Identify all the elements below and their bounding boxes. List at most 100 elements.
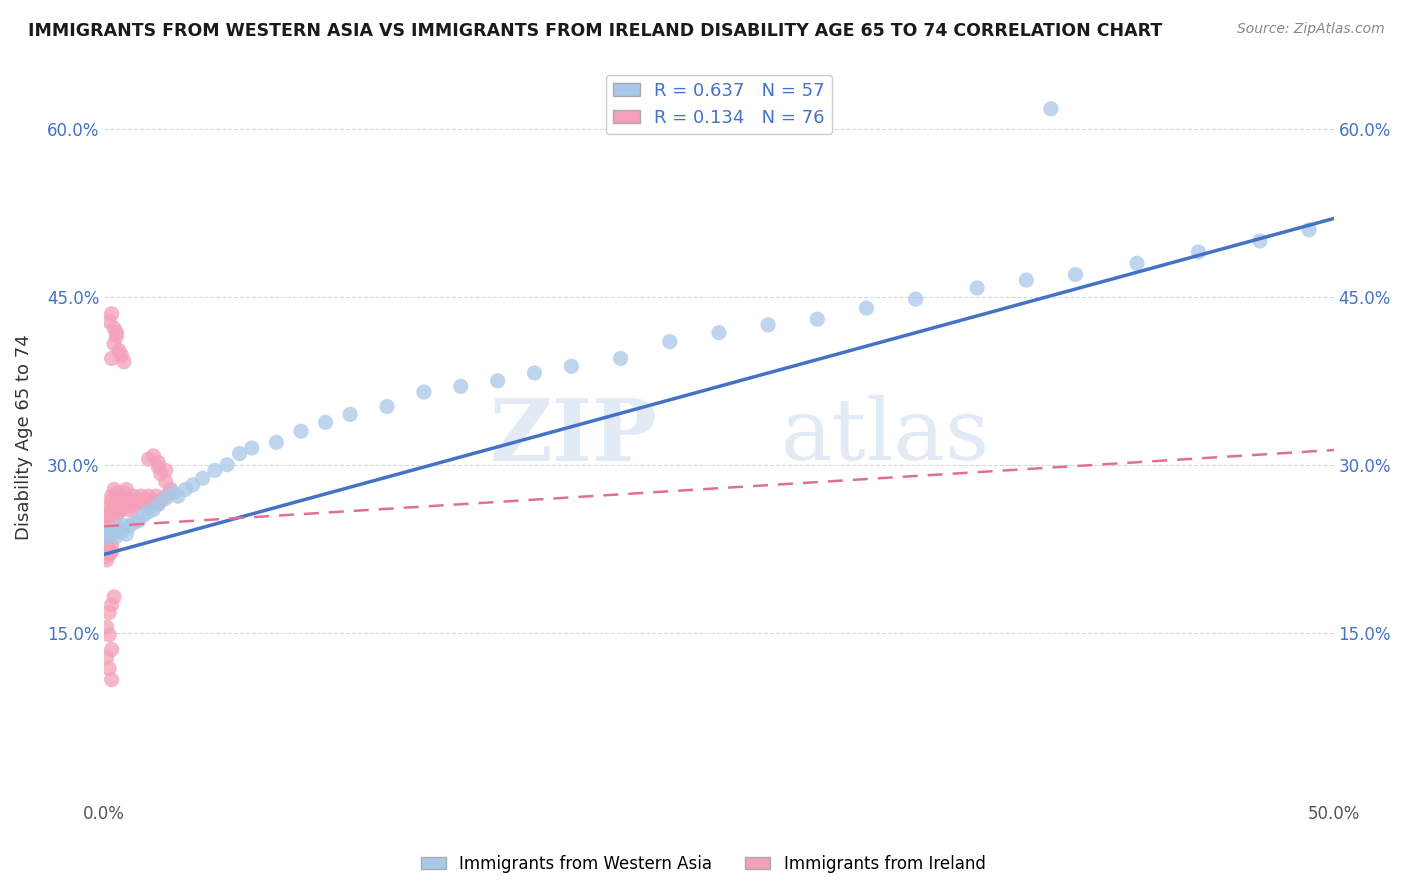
- Point: [105, 508, 128, 523]
- Point: [105, 485, 128, 500]
- Point: [1396, 202, 1406, 217]
- Point: [174, 483, 197, 497]
- Point: [132, 508, 155, 523]
- Point: [98, 547, 121, 561]
- Point: [115, 483, 138, 497]
- Point: [105, 497, 128, 511]
- Point: [560, 359, 582, 374]
- Point: [142, 493, 165, 508]
- Point: [149, 493, 172, 508]
- Point: [217, 458, 239, 472]
- Point: [1249, 234, 1271, 248]
- Legend: Immigrants from Western Asia, Immigrants from Ireland: Immigrants from Western Asia, Immigrants…: [413, 848, 993, 880]
- Point: [138, 452, 160, 467]
- Point: [132, 497, 155, 511]
- Point: [904, 292, 927, 306]
- Point: [103, 523, 125, 537]
- Point: [339, 408, 361, 422]
- Point: [228, 447, 250, 461]
- Point: [609, 351, 631, 366]
- Point: [125, 497, 148, 511]
- Point: [1126, 256, 1149, 270]
- Point: [315, 415, 337, 429]
- Point: [118, 502, 141, 516]
- Point: [375, 400, 398, 414]
- Point: [412, 384, 434, 399]
- Point: [100, 538, 122, 552]
- Point: [103, 590, 125, 604]
- Point: [110, 502, 132, 516]
- Point: [138, 505, 160, 519]
- Point: [181, 478, 204, 492]
- Point: [108, 493, 131, 508]
- Point: [155, 475, 177, 489]
- Point: [100, 493, 122, 508]
- Point: [148, 497, 170, 511]
- Point: [98, 314, 121, 328]
- Point: [122, 500, 145, 515]
- Point: [98, 541, 121, 556]
- Text: IMMIGRANTS FROM WESTERN ASIA VS IMMIGRANTS FROM IRELAND DISABILITY AGE 65 TO 74 : IMMIGRANTS FROM WESTERN ASIA VS IMMIGRAN…: [28, 22, 1163, 40]
- Point: [658, 334, 681, 349]
- Point: [707, 326, 730, 340]
- Point: [142, 502, 165, 516]
- Point: [966, 281, 988, 295]
- Point: [100, 351, 122, 366]
- Point: [100, 307, 122, 321]
- Point: [450, 379, 472, 393]
- Point: [142, 449, 165, 463]
- Point: [103, 483, 125, 497]
- Point: [103, 511, 125, 525]
- Point: [1347, 211, 1369, 226]
- Point: [155, 463, 177, 477]
- Point: [100, 527, 122, 541]
- Point: [1064, 268, 1087, 282]
- Legend: R = 0.637   N = 57, R = 0.134   N = 76: R = 0.637 N = 57, R = 0.134 N = 76: [606, 75, 832, 134]
- Point: [139, 497, 162, 511]
- Point: [98, 533, 121, 548]
- Point: [145, 489, 167, 503]
- Point: [110, 524, 132, 539]
- Point: [756, 318, 779, 332]
- Point: [1015, 273, 1038, 287]
- Point: [266, 435, 288, 450]
- Point: [100, 598, 122, 612]
- Point: [96, 620, 118, 634]
- Point: [100, 642, 122, 657]
- Point: [128, 514, 150, 528]
- Point: [105, 326, 128, 340]
- Point: [486, 374, 509, 388]
- Point: [148, 460, 170, 475]
- Point: [155, 491, 177, 506]
- Point: [108, 505, 131, 519]
- Point: [96, 553, 118, 567]
- Point: [204, 463, 226, 477]
- Point: [98, 505, 121, 519]
- Point: [290, 424, 312, 438]
- Point: [135, 493, 157, 508]
- Point: [110, 489, 132, 503]
- Point: [98, 500, 121, 515]
- Text: ZIP: ZIP: [489, 395, 658, 479]
- Point: [129, 489, 152, 503]
- Point: [98, 628, 121, 642]
- Point: [1298, 223, 1320, 237]
- Point: [118, 519, 141, 533]
- Point: [96, 508, 118, 523]
- Point: [96, 650, 118, 665]
- Point: [148, 456, 170, 470]
- Point: [118, 491, 141, 506]
- Point: [108, 522, 131, 536]
- Point: [155, 489, 177, 503]
- Point: [138, 489, 160, 503]
- Point: [115, 527, 138, 541]
- Y-axis label: Disability Age 65 to 74: Disability Age 65 to 74: [15, 334, 32, 540]
- Point: [115, 497, 138, 511]
- Point: [162, 485, 184, 500]
- Point: [128, 493, 150, 508]
- Point: [103, 337, 125, 351]
- Point: [112, 500, 135, 515]
- Point: [149, 467, 172, 481]
- Point: [122, 516, 145, 530]
- Point: [105, 529, 128, 543]
